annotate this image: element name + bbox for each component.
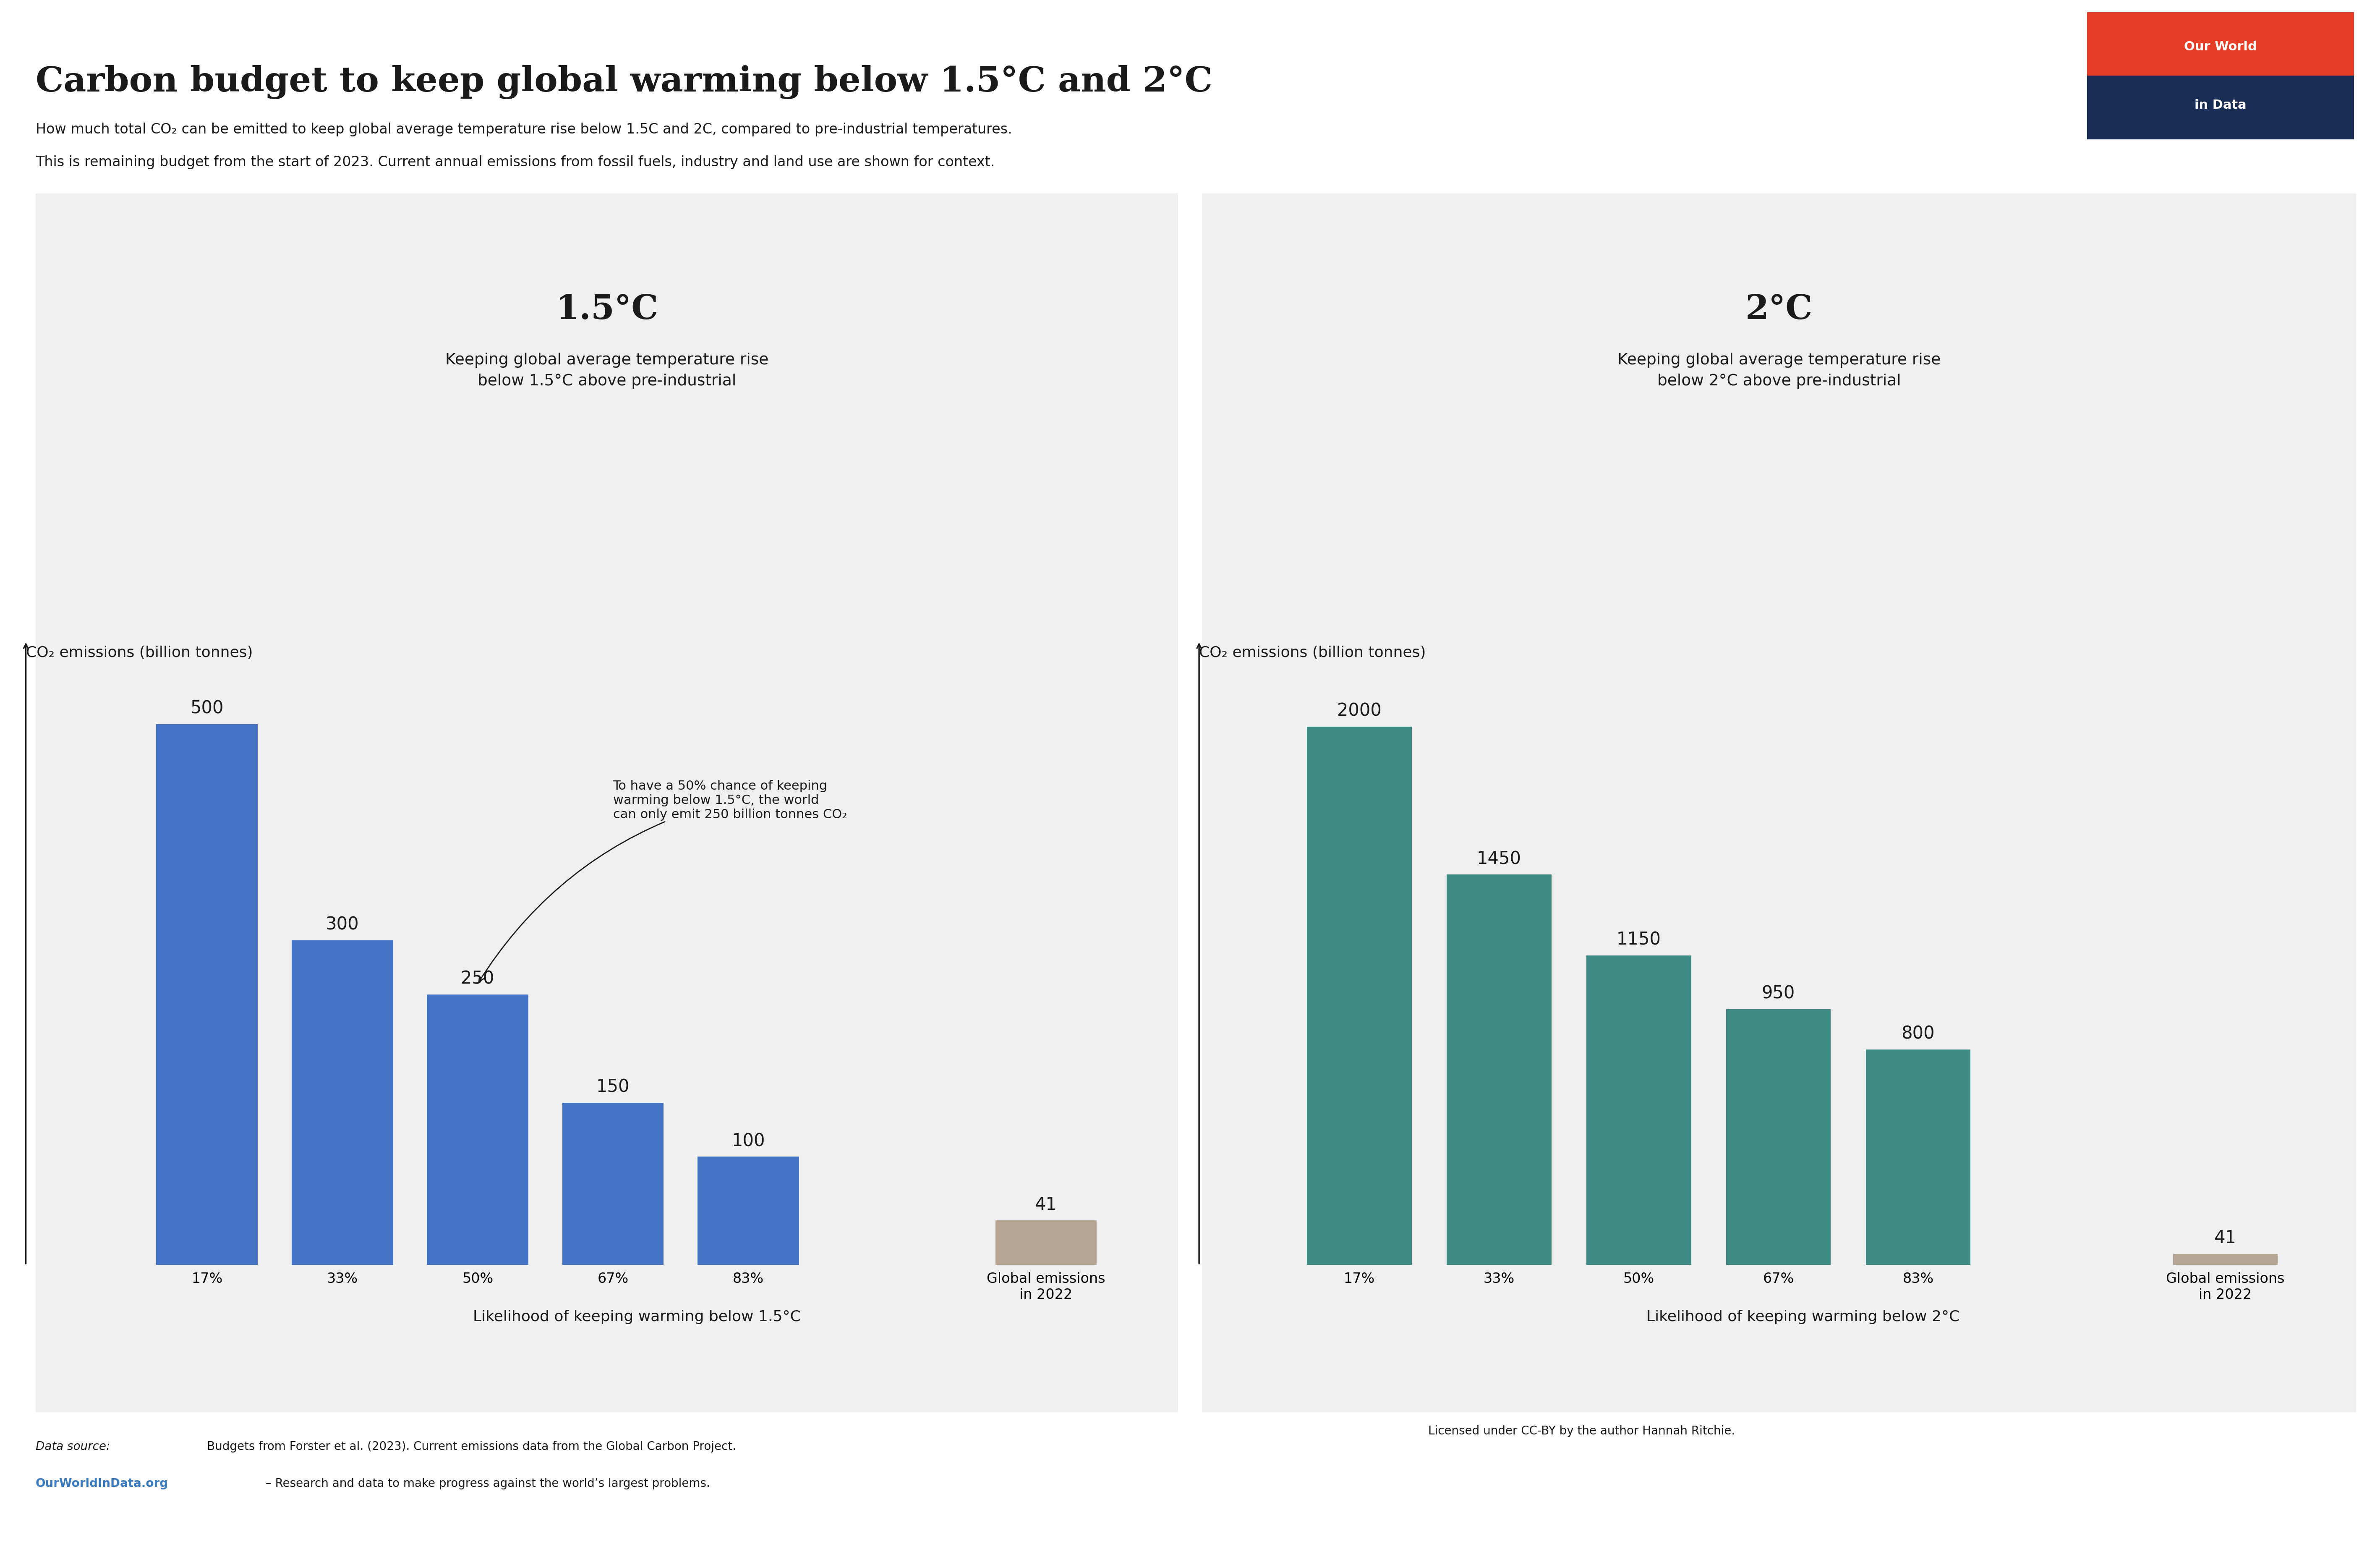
Text: 41: 41: [2213, 1229, 2237, 1246]
Text: 300: 300: [326, 916, 359, 933]
Text: 2°C: 2°C: [1745, 293, 1814, 326]
Text: Licensed under CC-BY by the author Hannah Ritchie.: Licensed under CC-BY by the author Hanna…: [1428, 1425, 1735, 1437]
Text: CO₂ emissions (billion tonnes): CO₂ emissions (billion tonnes): [26, 646, 252, 660]
X-axis label: Likelihood of keeping warming below 2°C: Likelihood of keeping warming below 2°C: [1647, 1310, 1959, 1324]
Text: 1150: 1150: [1616, 931, 1661, 948]
Bar: [995, 1220, 1097, 1265]
Bar: [157, 725, 257, 1265]
Text: OurWorldInData.org: OurWorldInData.org: [36, 1478, 169, 1490]
X-axis label: Likelihood of keeping warming below 1.5°C: Likelihood of keeping warming below 1.5°…: [474, 1310, 800, 1324]
Text: Keeping global average temperature rise
below 1.5°C above pre-industrial: Keeping global average temperature rise …: [445, 352, 769, 388]
Bar: [1725, 1009, 1830, 1265]
Bar: [1307, 726, 1411, 1265]
Bar: [1866, 1049, 1971, 1265]
Bar: [697, 1156, 800, 1265]
Text: How much total CO₂ can be emitted to keep global average temperature rise below : How much total CO₂ can be emitted to kee…: [36, 123, 1011, 137]
Text: 1450: 1450: [1476, 850, 1521, 868]
Bar: [426, 995, 528, 1265]
Text: 2000: 2000: [1338, 702, 1380, 720]
Text: Budgets from Forster et al. (2023). Current emissions data from the Global Carbo: Budgets from Forster et al. (2023). Curr…: [207, 1440, 735, 1453]
Text: 950: 950: [1761, 984, 1795, 1003]
Text: To have a 50% chance of keeping
warming below 1.5°C, the world
can only emit 250: To have a 50% chance of keeping warming …: [478, 781, 847, 982]
Bar: [2087, 12, 2354, 76]
Text: 500: 500: [190, 700, 224, 717]
Text: 800: 800: [1902, 1024, 1935, 1043]
Text: 1.5°C: 1.5°C: [555, 293, 659, 326]
Text: 250: 250: [462, 970, 495, 987]
Text: This is remaining budget from the start of 2023. Current annual emissions from f: This is remaining budget from the start …: [36, 155, 995, 169]
Text: Our World: Our World: [2185, 40, 2256, 53]
Text: 150: 150: [597, 1077, 631, 1096]
Bar: [2173, 1254, 2278, 1265]
Bar: [2087, 76, 2354, 140]
Bar: [1587, 956, 1692, 1265]
Text: 100: 100: [731, 1131, 764, 1150]
Text: – Research and data to make progress against the world’s largest problems.: – Research and data to make progress aga…: [262, 1478, 709, 1490]
Text: CO₂ emissions (billion tonnes): CO₂ emissions (billion tonnes): [1200, 646, 1426, 660]
Bar: [562, 1103, 664, 1265]
Text: 41: 41: [1035, 1195, 1057, 1214]
Text: Carbon budget to keep global warming below 1.5°C and 2°C: Carbon budget to keep global warming bel…: [36, 65, 1211, 99]
Text: in Data: in Data: [2194, 99, 2247, 112]
Bar: [290, 941, 393, 1265]
Text: Keeping global average temperature rise
below 2°C above pre-industrial: Keeping global average temperature rise …: [1618, 352, 1940, 388]
Bar: [1447, 875, 1552, 1265]
Text: Data source:: Data source:: [36, 1440, 114, 1453]
